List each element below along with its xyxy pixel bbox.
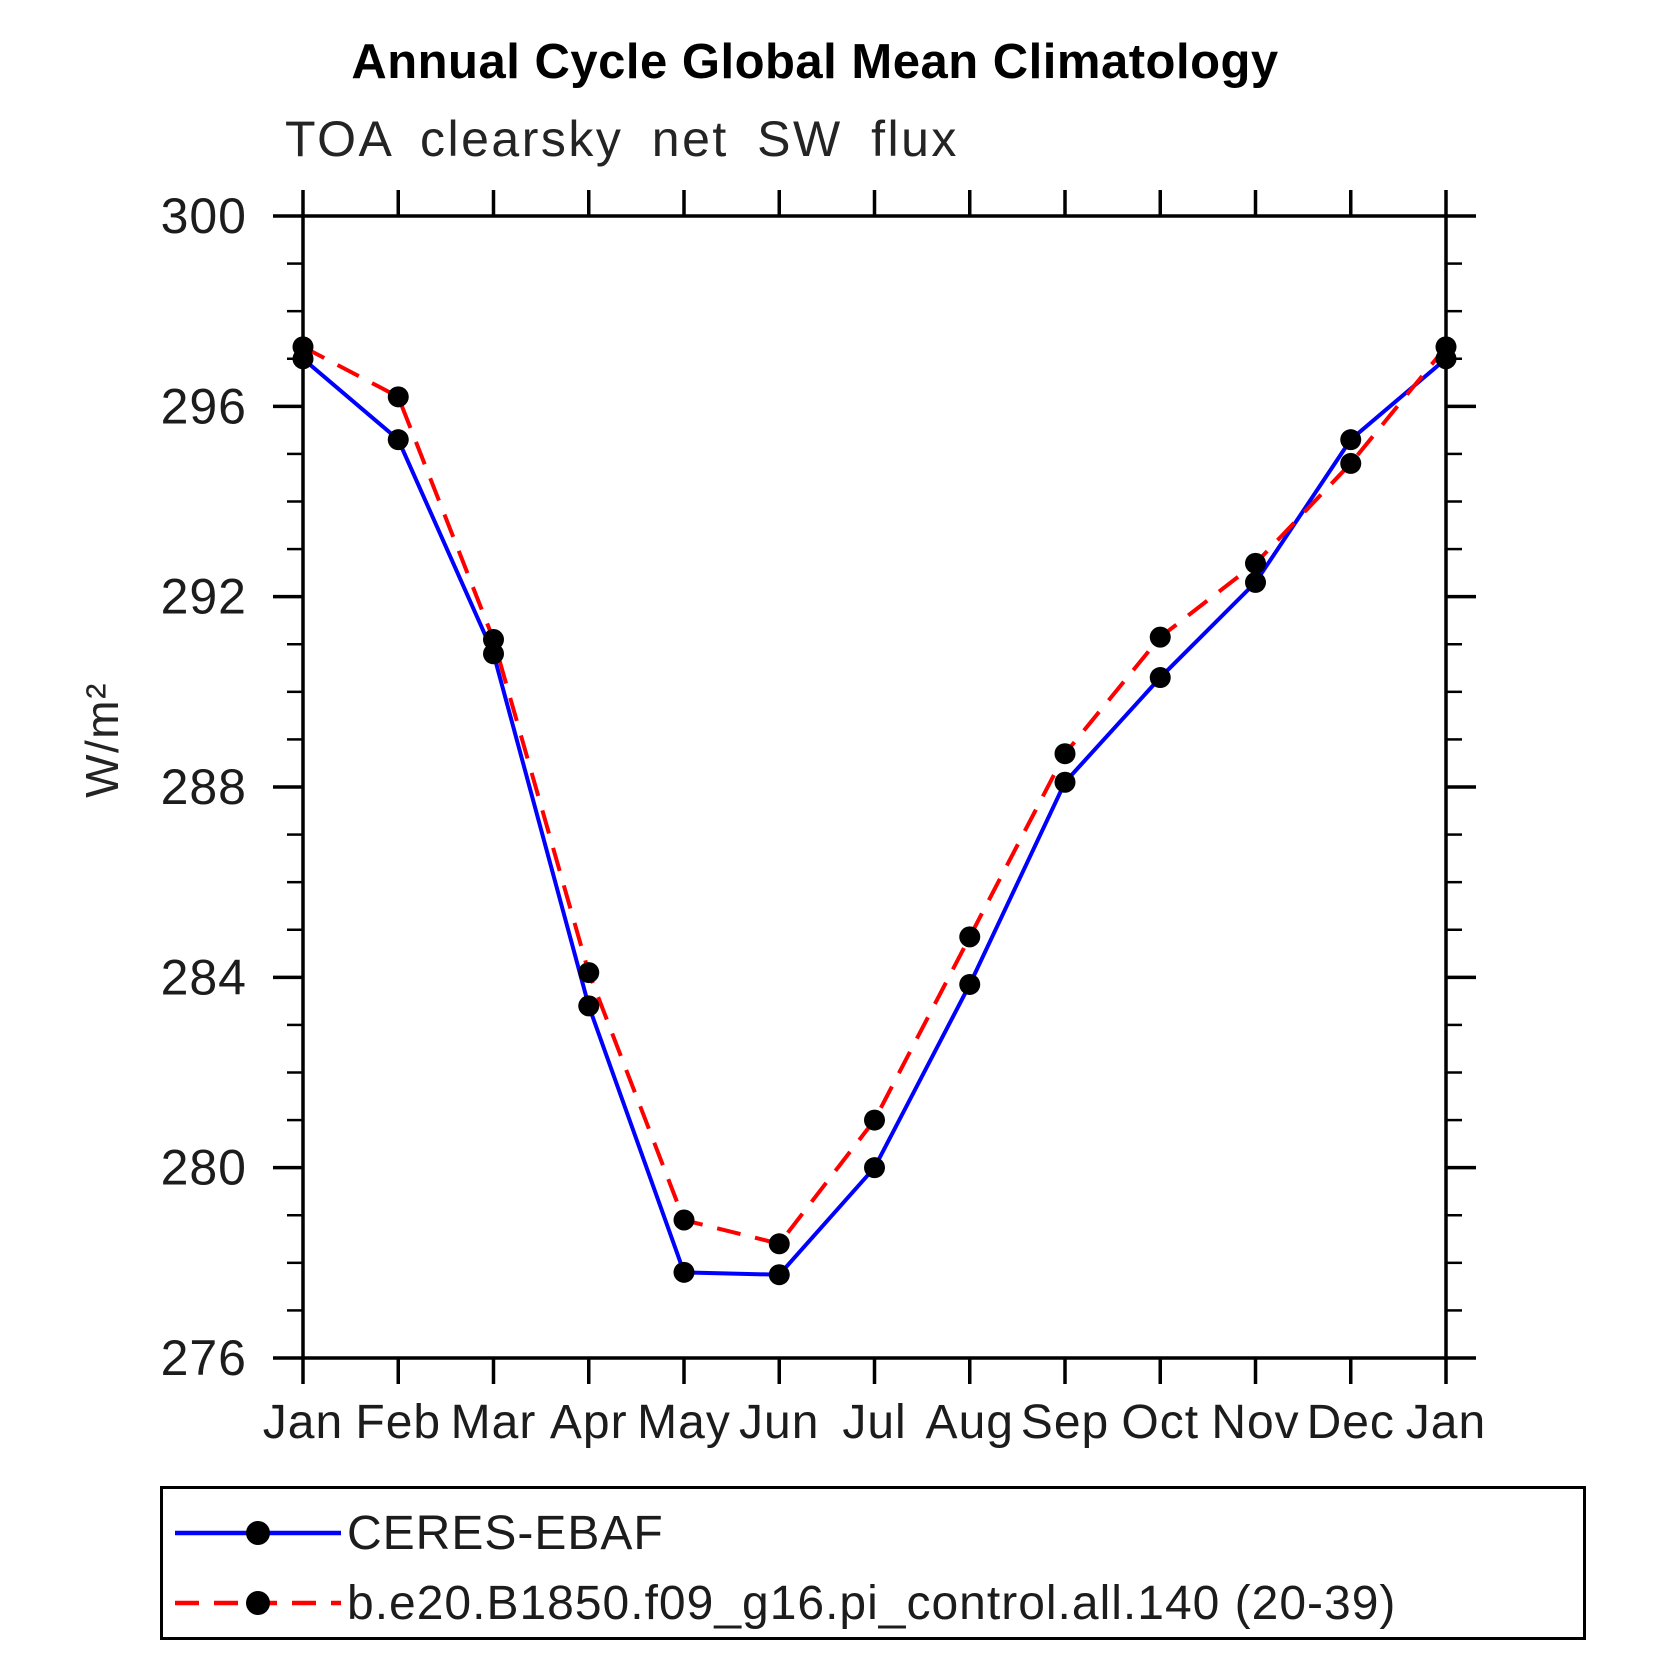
y-tick-label: 300: [161, 188, 247, 244]
y-tick-label: 296: [161, 378, 247, 434]
x-tick-label: Jun: [739, 1396, 819, 1449]
axis-frame: [301, 214, 1448, 1360]
data-point-marker: [1435, 336, 1457, 358]
data-point-marker: [864, 1157, 885, 1179]
legend-row: CERES-EBAF: [173, 1503, 664, 1563]
legend-label: CERES-EBAF: [347, 1506, 664, 1560]
data-point-marker: [1149, 626, 1171, 648]
data-point-marker: [387, 429, 409, 451]
data-point-marker: [1340, 452, 1362, 474]
series-line-0: [301, 357, 1448, 1277]
legend-line-sample: [175, 1521, 341, 1545]
chart-subtitle: TOA clearsky net SW flux: [285, 111, 959, 167]
x-tick-label: Feb: [355, 1396, 441, 1449]
y-tick-label: 292: [161, 569, 247, 625]
legend-box: CERES-EBAF b.e20.B1850.f09_g16.pi_control…: [160, 1486, 1586, 1640]
data-point-marker: [1245, 571, 1266, 593]
data-point-marker: [959, 926, 981, 948]
data-point-marker: [483, 628, 504, 650]
data-point-marker: [1054, 743, 1076, 765]
series-line-1: [302, 345, 1448, 1247]
y-tick-label: 276: [161, 1330, 247, 1386]
x-tick-label: May: [637, 1396, 731, 1449]
x-tick-label: Oct: [1121, 1396, 1199, 1449]
data-point-marker: [387, 386, 409, 408]
legend-label: b.e20.B1850.f09_g16.pi_control.all.140 (…: [347, 1576, 1397, 1630]
data-point-marker: [578, 962, 600, 984]
y-tick-label: 280: [161, 1140, 247, 1196]
legend-line-sample: [175, 1591, 341, 1615]
data-point-marker: [292, 336, 314, 358]
data-point-marker: [864, 1109, 885, 1131]
data-point-marker: [768, 1233, 790, 1255]
x-tick-label: Jul: [842, 1396, 906, 1449]
x-tick-label: Nov: [1211, 1396, 1299, 1449]
data-point-marker: [959, 973, 981, 995]
legend-marker: [246, 1591, 270, 1615]
x-tick-label: Apr: [550, 1396, 628, 1449]
legend-row: b.e20.B1850.f09_g16.pi_control.all.140 (…: [173, 1573, 1396, 1633]
chart-title: Annual Cycle Global Mean Climatology: [351, 35, 1279, 89]
data-point-marker: [578, 995, 600, 1017]
data-point-marker: [1245, 552, 1266, 574]
y-tick-label: 284: [161, 949, 247, 1005]
x-tick-label: Mar: [451, 1396, 537, 1449]
legend-marker: [246, 1521, 270, 1545]
data-point-marker: [1054, 771, 1076, 793]
data-point-marker: [673, 1261, 695, 1283]
data-point-marker: [1340, 429, 1362, 451]
x-tick-label: Aug: [926, 1396, 1014, 1449]
x-tick-label: Jan: [263, 1396, 343, 1449]
y-tick-label: 288: [161, 759, 247, 815]
data-point-marker: [768, 1264, 790, 1286]
x-tick-label: Sep: [1021, 1396, 1109, 1449]
x-tick-label: Dec: [1307, 1396, 1395, 1449]
x-tick-label: Jan: [1406, 1396, 1486, 1449]
data-point-marker: [673, 1209, 695, 1231]
data-point-marker: [1149, 667, 1171, 689]
